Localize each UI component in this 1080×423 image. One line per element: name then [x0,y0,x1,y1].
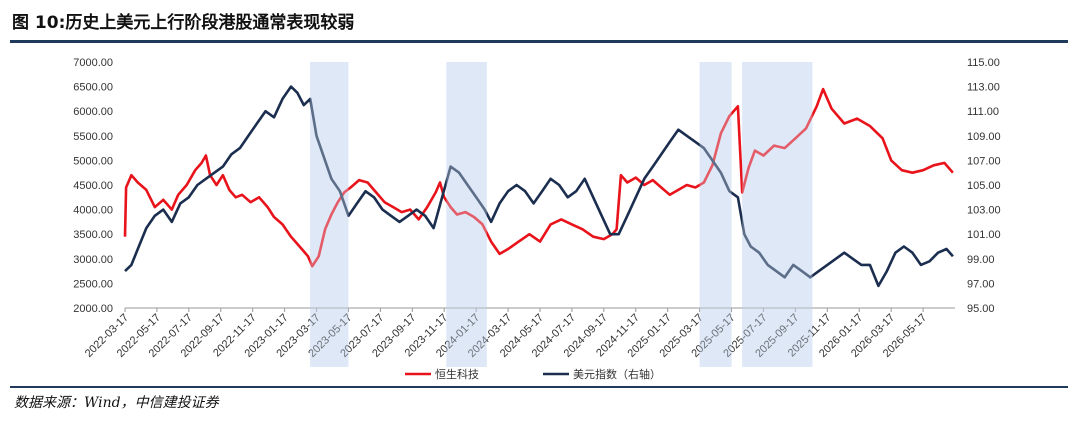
y-right-tick-label: 115.00 [967,57,1000,69]
footer-rule [10,386,1068,388]
shaded-period-1 [446,62,487,367]
y-left-tick-label: 5500.00 [73,131,113,143]
y-right-tick-label: 105.00 [967,180,1001,192]
y-left-tick-label: 6000.00 [73,106,113,118]
y-right-tick-label: 101.00 [967,229,1001,241]
y-left-tick-label: 2500.00 [73,278,113,290]
series-line-0 [123,87,954,268]
y-right-tick-label: 107.00 [967,155,1001,167]
y-right-tick-label: 113.00 [967,82,1000,94]
source-note: 数据来源：Wind，中信建投证券 [14,395,219,411]
shaded-overlay-2 [699,62,732,367]
legend-label-1: 美元指数（右轴） [573,367,661,381]
shaded-periods [310,62,813,367]
y-left-tick-label: 4500.00 [73,180,113,192]
y-left-tick-label: 3500.00 [73,229,113,241]
shaded-period-3 [742,62,813,367]
series-lines [123,62,954,367]
y-left-tick-label: 7000.00 [73,57,113,69]
axes: 2000.00 2500.00 3000.00 3500.00 4000.00 4500.… [73,57,1000,360]
y-right-tick-label: 109.00 [967,131,1001,143]
y-left-tick-label: 2000.00 [73,303,113,315]
shaded-overlay-0 [310,62,349,367]
shaded-period-2 [699,62,732,367]
legend: 恒生科技 美元指数（右轴） [405,367,661,381]
shaded-period-0 [310,62,349,367]
y-left-tick-label: 3000.00 [73,254,113,266]
series-line-1 [124,85,954,288]
chart-title: 图 10:历史上美元上行阶段港股通常表现较弱 [12,13,355,33]
title-rule [10,40,1068,43]
y-right-tick-label: 103.00 [967,205,1001,217]
y-left-tick-label: 6500.00 [73,82,113,94]
y-right-tick-label: 99.00 [967,254,995,266]
y-right-tick-label: 95.00 [967,303,995,315]
y-left-tick-label: 4000.00 [73,205,113,217]
legend-label-0: 恒生科技 [435,367,479,381]
shaded-overlay-3 [742,62,813,367]
y-right-tick-label: 97.00 [967,278,995,290]
y-right-tick-label: 111.00 [967,106,999,118]
y-left-tick-label: 5000.00 [73,155,113,167]
shaded-overlay-1 [446,62,487,367]
